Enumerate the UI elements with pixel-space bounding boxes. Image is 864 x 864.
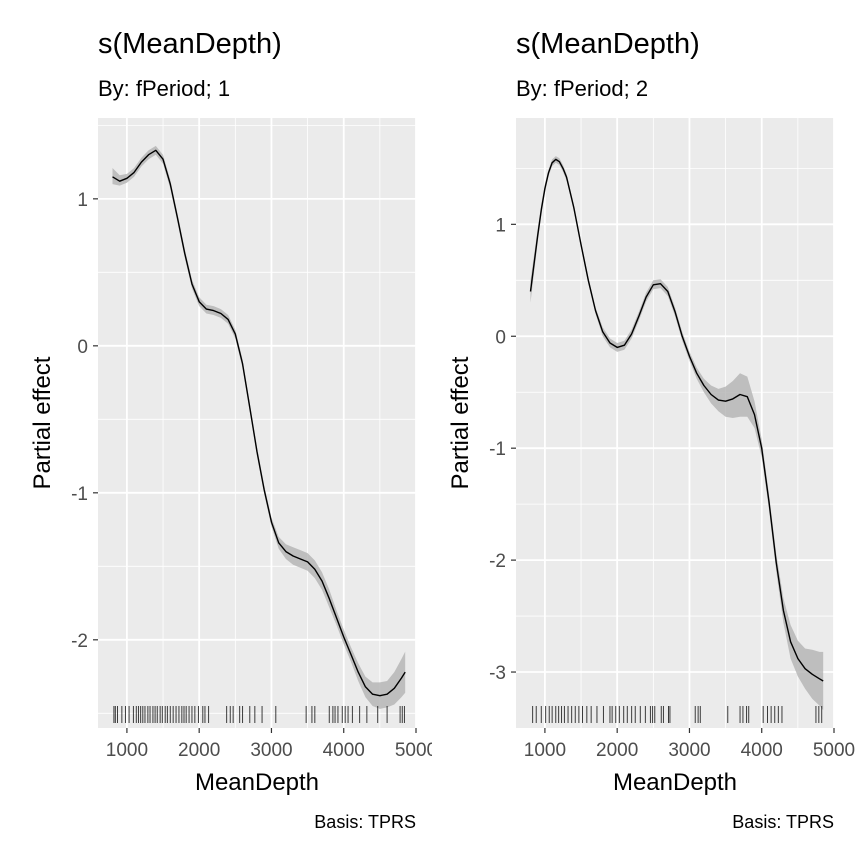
facet-panel-2: s(MeanDepth) By: fPeriod; 2 1000 2000 3000… xyxy=(432,0,864,864)
x-axis-title: MeanDepth xyxy=(195,769,319,796)
chart-title: s(MeanDepth) xyxy=(516,28,700,60)
y-tick-label: -3 xyxy=(489,663,506,684)
y-tick-label: -1 xyxy=(71,484,88,505)
y-tick-label: -2 xyxy=(489,551,506,572)
x-tick-label: 4000 xyxy=(741,740,783,761)
x-axis-title: MeanDepth xyxy=(613,769,737,796)
x-tick-label: 2000 xyxy=(178,740,220,761)
x-tick-label: 4000 xyxy=(323,740,365,761)
x-tick-label: 5000 xyxy=(395,740,432,761)
x-tick-label: 5000 xyxy=(813,740,855,761)
y-tick-label: 0 xyxy=(77,337,88,358)
smooth-line xyxy=(112,149,406,697)
confidence-band xyxy=(530,156,824,711)
x-tick-label: 1000 xyxy=(524,740,566,761)
y-tick-label: -2 xyxy=(71,631,88,652)
x-tick-label: 1000 xyxy=(106,740,148,761)
x-tick-label: 3000 xyxy=(668,740,710,761)
facet-panel-1: s(MeanDepth) By: fPeriod; 1 1000 2000 3000… xyxy=(29,28,432,832)
plot-background xyxy=(516,118,834,728)
chart-caption: Basis: TPRS xyxy=(732,812,834,832)
chart-subtitle: By: fPeriod; 2 xyxy=(516,76,649,101)
y-tick-label: 1 xyxy=(495,215,506,236)
x-tick-label: 2000 xyxy=(596,740,638,761)
chart-title: s(MeanDepth) xyxy=(98,28,282,60)
x-tick-label: 3000 xyxy=(250,740,292,761)
y-tick-label: -1 xyxy=(489,439,506,460)
chart-caption: Basis: TPRS xyxy=(314,812,416,832)
plot-svg: 1000 2000 3000 4000 5000 1 0 -1 -2 -3 MeanDepth Par… xyxy=(447,118,855,796)
plot-background xyxy=(98,118,416,728)
y-tick-label: 1 xyxy=(77,190,88,211)
plot-svg: 1000 2000 3000 4000 5000 1 0 -1 -2 MeanDepth Parti… xyxy=(29,118,432,796)
y-axis-title: Partial effect xyxy=(29,356,56,489)
y-tick-label: 0 xyxy=(495,327,506,348)
chart-subtitle: By: fPeriod; 1 xyxy=(98,76,231,101)
smooth-line xyxy=(529,158,824,682)
y-axis-title: Partial effect xyxy=(447,356,474,489)
